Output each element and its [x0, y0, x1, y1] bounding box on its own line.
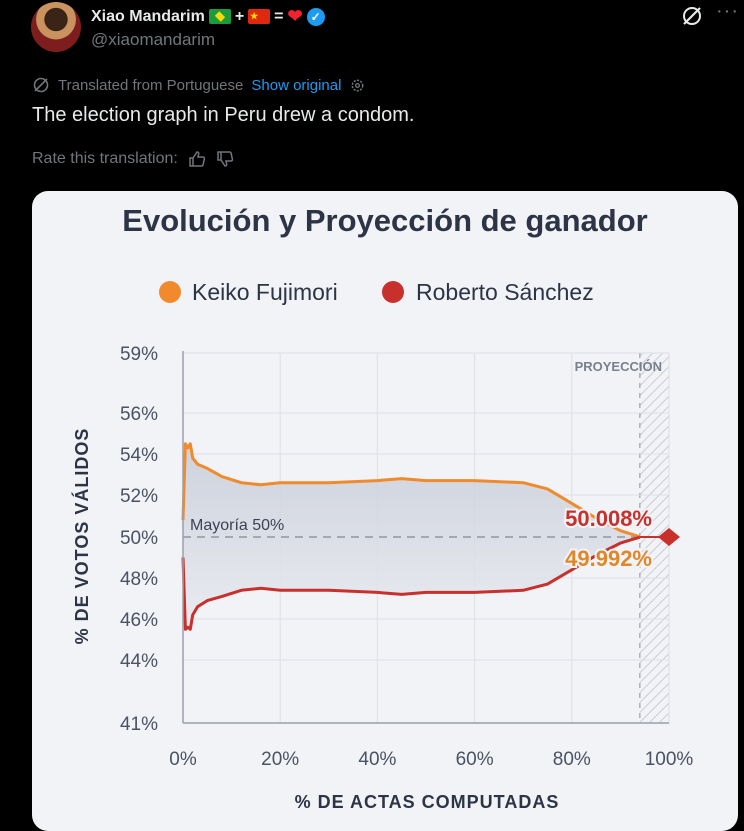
- more-icon[interactable]: ···: [716, 0, 739, 22]
- majority-label: Mayoría 50%: [190, 517, 284, 534]
- chart-image[interactable]: Evolución y Proyección de ganador Keiko …: [32, 191, 738, 831]
- china-flag-icon: ★: [248, 9, 271, 24]
- y-tick-label: 56%: [120, 404, 158, 425]
- x-tick-label: 100%: [645, 749, 694, 770]
- y-tick-label: 59%: [120, 344, 158, 365]
- x-tick-label: 0%: [169, 749, 197, 770]
- verified-icon[interactable]: ✓: [306, 7, 325, 26]
- rate-translation: Rate this translation:: [32, 150, 234, 168]
- y-tick-label: 44%: [120, 651, 158, 672]
- election-chart: Evolución y Proyección de ganador Keiko …: [71, 203, 694, 812]
- equals-symbol: =: [274, 7, 284, 25]
- translate-icon: [33, 77, 49, 93]
- x-axis-label: % DE ACTAS COMPUTADAS: [295, 792, 560, 812]
- x-tick-label: 40%: [358, 749, 396, 770]
- tweet-text: The election graph in Peru drew a condom…: [32, 104, 415, 126]
- show-original-link[interactable]: Show original: [251, 76, 342, 94]
- legend-roberto-label: Roberto Sánchez: [416, 279, 594, 305]
- plus-symbol: +: [234, 7, 245, 25]
- projection-diamond: [658, 528, 680, 546]
- rate-label: Rate this translation:: [32, 150, 178, 167]
- x-tick-label: 60%: [456, 749, 494, 770]
- legend-roberto-dot: [382, 281, 404, 303]
- series-line-roberto: [181, 535, 641, 631]
- roberto-end-label: 49.992%: [565, 546, 652, 571]
- y-tick-label: 41%: [120, 714, 158, 735]
- y-tick-label: 52%: [120, 486, 158, 507]
- translated-from-label: Translated from Portuguese: [58, 76, 244, 94]
- heart-icon: ❤: [287, 6, 303, 26]
- y-tick-label: 46%: [120, 610, 158, 631]
- legend: Keiko Fujimori Roberto Sánchez: [159, 279, 594, 305]
- y-tick-label: 48%: [120, 569, 158, 590]
- display-name[interactable]: Xiao Mandarim: [91, 7, 205, 25]
- y-axis-label: % DE VOTOS VÁLIDOS: [71, 428, 92, 645]
- display-name-row[interactable]: Xiao Mandarim + ★ = ❤ ✓: [91, 6, 325, 27]
- gear-icon[interactable]: [349, 77, 366, 94]
- projection-label: PROYECCIÓN: [575, 359, 662, 374]
- thumbs-up-icon[interactable]: [188, 150, 206, 168]
- series-line-keiko: [181, 442, 641, 539]
- chart-title: Evolución y Proyección de ganador: [122, 203, 647, 238]
- translation-bar: Translated from Portuguese Show original: [32, 76, 366, 94]
- keiko-end-label: 50.008%: [565, 506, 652, 531]
- y-tick-label: 50%: [120, 528, 158, 549]
- legend-keiko-label: Keiko Fujimori: [192, 279, 338, 305]
- thumbs-down-icon[interactable]: [216, 150, 234, 168]
- brazil-flag-icon: [208, 9, 231, 24]
- handle[interactable]: @xiaomandarim: [91, 30, 216, 49]
- grok-icon[interactable]: [680, 4, 704, 28]
- x-tick-label: 80%: [553, 749, 591, 770]
- x-tick-label: 20%: [261, 749, 299, 770]
- legend-keiko-dot: [159, 281, 181, 303]
- avatar[interactable]: [31, 2, 81, 52]
- y-tick-label: 54%: [120, 445, 158, 466]
